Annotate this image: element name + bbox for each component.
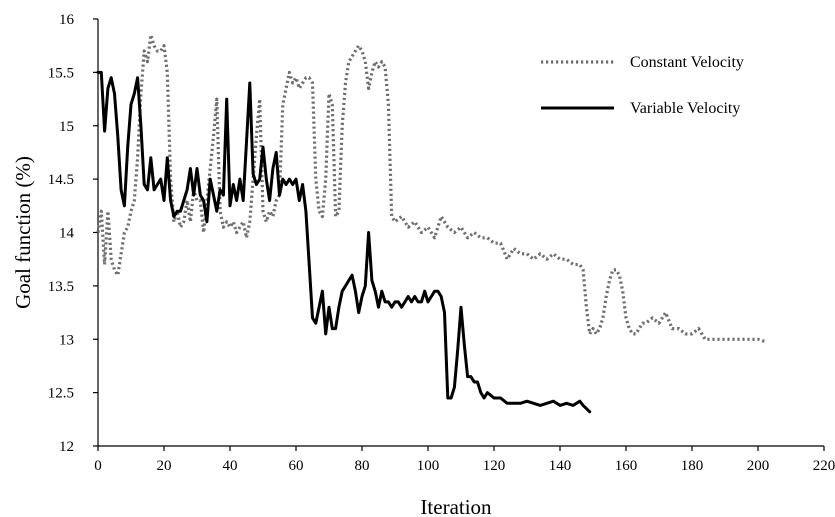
x-tick-label: 0: [94, 458, 102, 474]
x-tick-label: 120: [483, 458, 506, 474]
x-tick-label: 140: [549, 458, 572, 474]
x-tick-label: 180: [681, 458, 704, 474]
y-tick-label: 12.5: [48, 386, 74, 402]
y-tick-label: 13.5: [48, 279, 74, 295]
x-tick-label: 60: [289, 458, 304, 474]
y-axis-title: Goal function (%): [11, 156, 35, 309]
y-tick-label: 16: [59, 12, 75, 28]
x-tick-label: 20: [157, 458, 172, 474]
y-ticks: 12 12.5 13 13.5 14 14.5 15 15.5 16: [48, 12, 98, 455]
y-tick-label: 12: [59, 439, 74, 455]
x-tick-label: 80: [355, 458, 370, 474]
series-line-constant-velocity: [96, 33, 766, 343]
series-layer: [96, 33, 766, 414]
x-tick-label: 100: [417, 458, 440, 474]
y-tick-label: 15: [59, 119, 74, 135]
y-tick-label: 15.5: [48, 65, 74, 81]
legend: Constant Velocity Variable Velocity: [541, 54, 744, 117]
x-tick-label: 160: [615, 458, 638, 474]
chart-axes: [97, 19, 824, 447]
y-tick-label: 13: [59, 332, 74, 348]
y-tick-label: 14.5: [48, 172, 74, 188]
x-tick-label: 200: [747, 458, 770, 474]
series-line-variable-velocity: [96, 70, 592, 414]
x-tick-label: 220: [813, 458, 835, 474]
y-tick-label: 14: [59, 226, 75, 242]
x-ticks: 0 20 40 60 80 100 120 140 160 180 200 220: [94, 446, 835, 474]
x-tick-label: 40: [223, 458, 238, 474]
x-axis-title: Iteration: [420, 495, 492, 517]
legend-label: Variable Velocity: [630, 100, 740, 117]
legend-label: Constant Velocity: [630, 54, 744, 71]
